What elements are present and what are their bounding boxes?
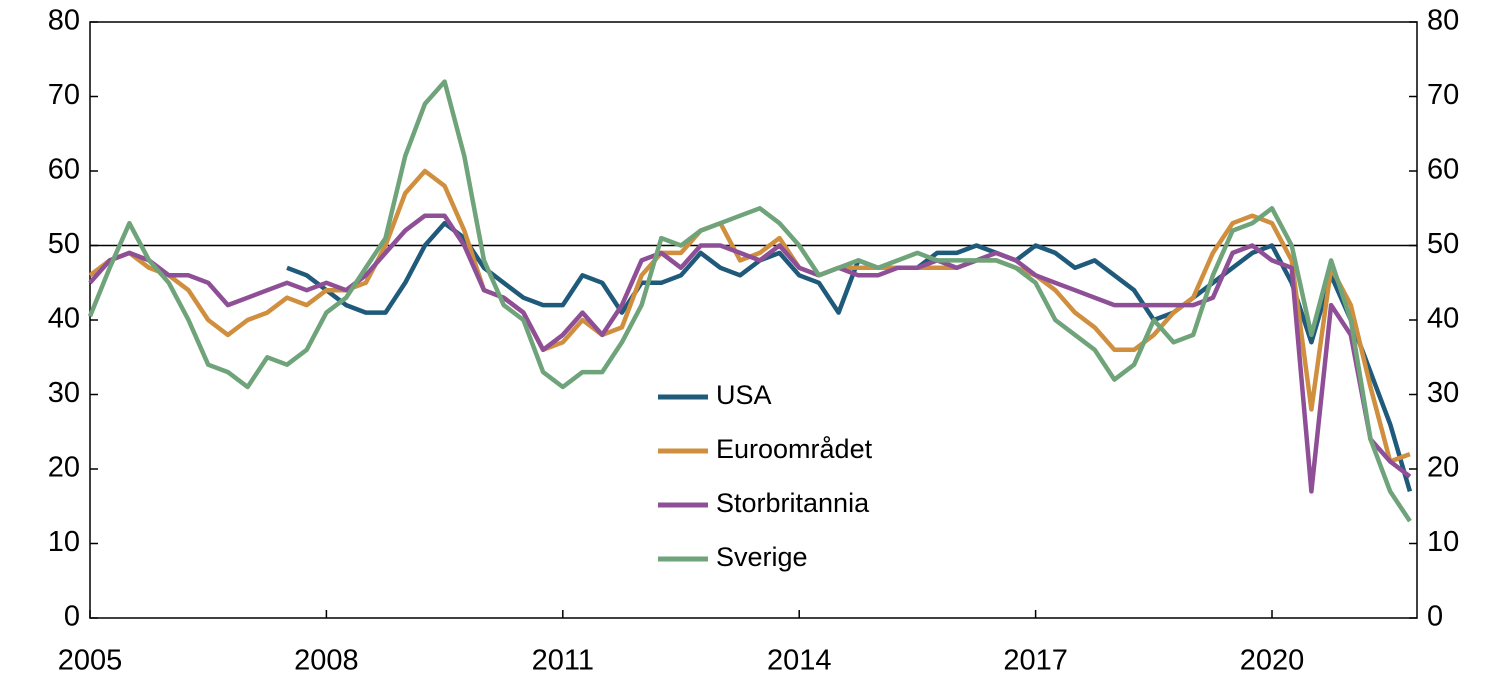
y-tick-label: 60 — [48, 154, 80, 186]
y2-tick-label: 10 — [1427, 526, 1459, 558]
legend-label: Storbritannia — [716, 488, 870, 518]
x-tick-label: 2005 — [58, 645, 123, 677]
y-tick-label: 30 — [48, 377, 80, 409]
x-tick-label: 2011 — [532, 645, 594, 677]
series-line — [87, 79, 1412, 523]
y2-tick-label: 50 — [1427, 228, 1459, 260]
x-tick-label: 2020 — [1240, 645, 1305, 677]
y-tick-label: 70 — [48, 79, 80, 111]
y-tick-label: 20 — [48, 452, 80, 484]
series-line — [88, 213, 1412, 494]
y-tick-label: 40 — [48, 303, 80, 335]
y2-tick-label: 40 — [1427, 303, 1459, 335]
y-tick-label: 0 — [64, 601, 80, 633]
y2-tick-label: 20 — [1427, 452, 1459, 484]
x-tick-label: 2008 — [294, 645, 359, 677]
y-tick-label: 50 — [48, 228, 80, 260]
x-tick-label: 2014 — [767, 645, 832, 677]
y2-tick-label: 80 — [1427, 5, 1459, 37]
y2-tick-label: 30 — [1427, 377, 1459, 409]
y2-tick-label: 60 — [1427, 154, 1459, 186]
x-tick-label: 2017 — [1003, 645, 1068, 677]
legend-label: USA — [716, 380, 772, 410]
legend-label: Sverige — [716, 542, 808, 572]
y2-tick-label: 0 — [1427, 601, 1443, 633]
y2-tick-label: 70 — [1427, 79, 1459, 111]
legend-label: Euroområdet — [716, 434, 873, 464]
plot-frame — [89, 21, 1418, 619]
y-tick-label: 80 — [48, 5, 80, 37]
y-tick-label: 10 — [48, 526, 80, 558]
series-line — [88, 168, 1411, 464]
